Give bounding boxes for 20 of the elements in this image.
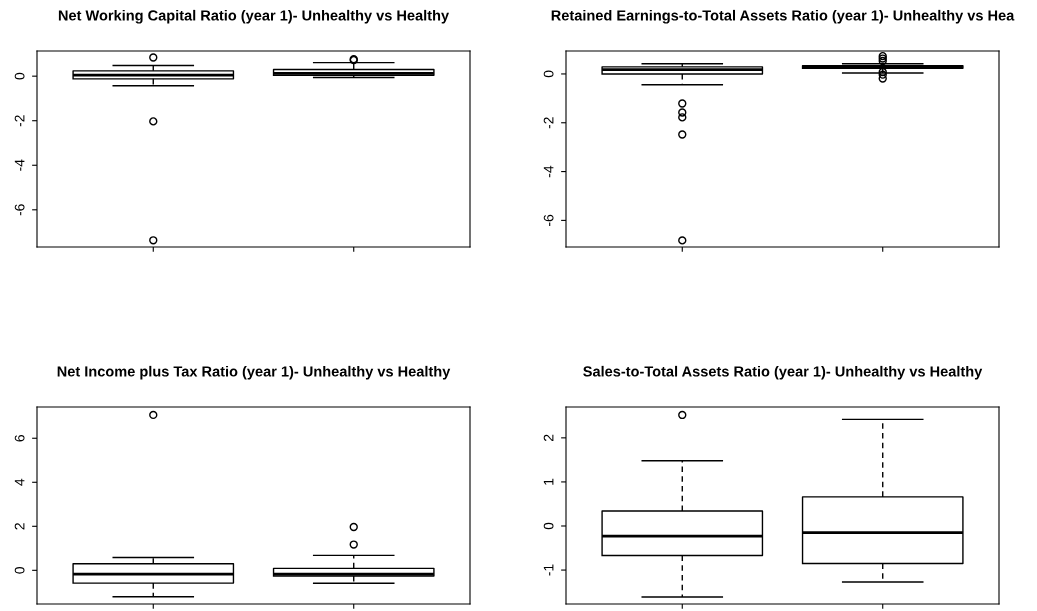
chart-title: Net Working Capital Ratio (year 1)- Unhealthy vs Healthy — [58, 9, 450, 24]
y-tick-label: 2 — [543, 434, 554, 442]
y-tick-label: -2 — [543, 117, 554, 129]
y-tick-label: 1 — [543, 478, 554, 485]
y-tick-label: 0 — [14, 72, 25, 80]
y-tick-label: 0 — [543, 522, 554, 530]
y-tick-label: -6 — [14, 204, 25, 216]
chart-title: Sales-to-Total Assets Ratio (year 1)- Unhealthy vs Healthy — [583, 365, 983, 380]
y-tick-label: -4 — [543, 165, 554, 178]
y-tick-label: 0 — [14, 567, 25, 574]
y-tick-label: -6 — [543, 214, 554, 226]
y-tick-label: 0 — [543, 70, 554, 78]
y-tick-label: 4 — [14, 478, 25, 486]
y-tick-label: -2 — [14, 115, 25, 127]
y-tick-label: -4 — [14, 159, 25, 171]
y-tick-label: 2 — [14, 523, 25, 530]
chart-title: Retained Earnings-to-Total Assets Ratio (year 1)- Unhealthy vs Hea — [551, 9, 1015, 24]
y-tick-label: 6 — [14, 435, 25, 442]
y-tick-label: -1 — [543, 564, 554, 576]
chart-title: Net Income plus Tax Ratio (year 1)- Unhealthy vs Healthy — [57, 365, 451, 380]
